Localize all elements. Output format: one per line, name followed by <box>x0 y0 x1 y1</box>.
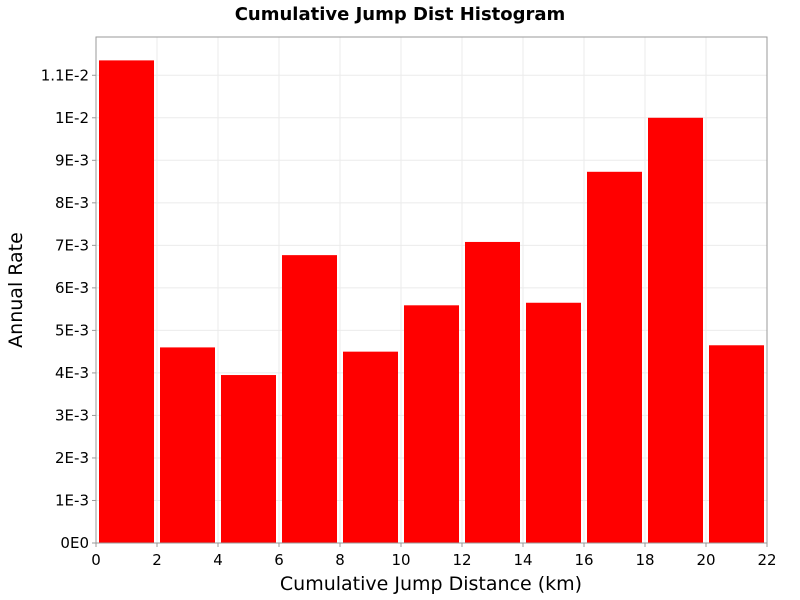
histogram-bar <box>99 60 154 543</box>
y-axis-label: Annual Rate <box>5 232 27 348</box>
y-tick-label: 1E-2 <box>55 109 89 127</box>
x-tick-label: 10 <box>391 551 410 569</box>
bars-layer <box>99 60 764 544</box>
y-tick-label: 9E-3 <box>55 151 89 169</box>
y-tick-label: 0E0 <box>60 534 89 552</box>
histogram-bar <box>404 305 459 543</box>
y-tick-label: 1E-3 <box>55 491 89 509</box>
x-tick-label: 20 <box>696 551 715 569</box>
x-tick-label: 0 <box>91 551 101 569</box>
histogram-bar <box>709 345 764 543</box>
plot-area-border <box>95 36 768 544</box>
histogram-bar <box>526 302 581 543</box>
y-tick-label: 2E-3 <box>55 449 89 467</box>
x-tick-label: 12 <box>452 551 471 569</box>
histogram-bar <box>221 375 276 543</box>
chart-title: Cumulative Jump Dist Histogram <box>235 4 566 25</box>
histogram-bar <box>465 241 520 543</box>
y-tick-label: 8E-3 <box>55 194 89 212</box>
y-tick-label: 7E-3 <box>55 236 89 254</box>
histogram-bar <box>587 171 642 543</box>
y-tick-label: 1.1E-2 <box>41 66 89 84</box>
x-tick-label: 6 <box>274 551 284 569</box>
y-tick-label: 5E-3 <box>55 321 89 339</box>
x-tick-label: 14 <box>513 551 532 569</box>
histogram-bar <box>282 255 337 544</box>
x-tick-label: 16 <box>574 551 593 569</box>
x-tick-label: 2 <box>152 551 162 569</box>
x-tick-label: 18 <box>635 551 654 569</box>
y-tick-label: 4E-3 <box>55 364 89 382</box>
x-tick-label: 22 <box>757 551 776 569</box>
x-tick-label: 8 <box>335 551 345 569</box>
y-tick-label: 3E-3 <box>55 406 89 424</box>
x-axis-label: Cumulative Jump Distance (km) <box>280 573 582 595</box>
y-axis-ticks: 0E0 1E-3 2E-3 3E-3 4E-3 5E-3 6E-3 7E-3 8E-3 9E-3 1… <box>41 66 96 552</box>
histogram-bar <box>343 351 398 543</box>
y-tick-label: 6E-3 <box>55 279 89 297</box>
histogram-bar <box>160 347 215 543</box>
histogram-bar <box>648 117 703 543</box>
x-axis-ticks: 0 2 4 6 8 10 12 14 16 18 20 22 <box>91 543 777 569</box>
x-tick-label: 4 <box>213 551 223 569</box>
